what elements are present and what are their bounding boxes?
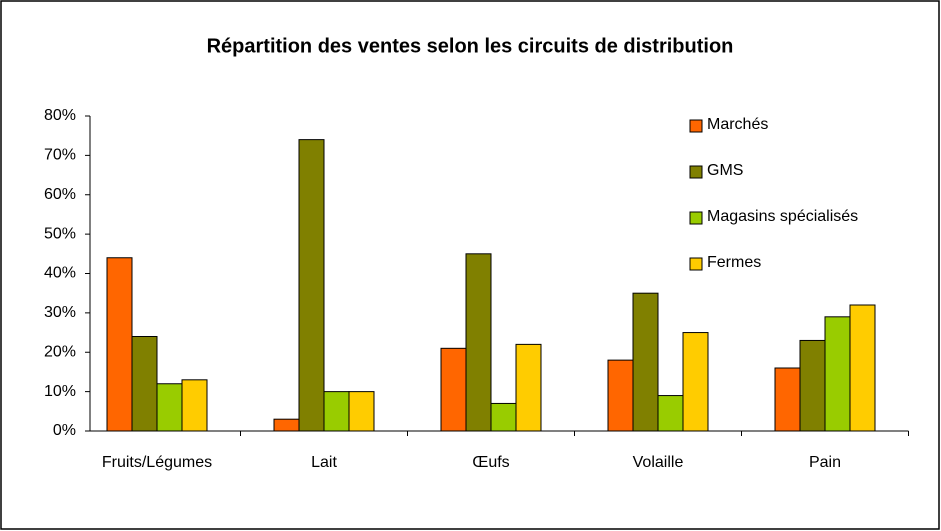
legend-swatch (689, 119, 703, 133)
bar (657, 395, 684, 432)
x-tick-label: Volaille (633, 454, 684, 471)
legend-swatch (689, 257, 703, 271)
bar (632, 292, 659, 432)
chart-title: Répartition des ventes selon les circuit… (207, 35, 734, 57)
bar (849, 304, 876, 432)
bar (348, 391, 375, 432)
x-tick-label: Pain (809, 454, 841, 471)
bar (607, 359, 634, 432)
bar (490, 402, 517, 432)
bar (298, 139, 325, 432)
bar (799, 339, 826, 432)
x-tick-label: Fruits/Légumes (102, 454, 212, 471)
y-tick-label: 30% (44, 304, 76, 321)
bar (440, 347, 467, 432)
x-tick-label: Œufs (472, 454, 509, 471)
y-tick-label: 50% (44, 225, 76, 242)
x-tick-label: Lait (311, 454, 337, 471)
y-tick-label: 40% (44, 265, 76, 282)
bar (774, 367, 801, 432)
y-tick-label: 60% (44, 186, 76, 203)
bar (515, 343, 542, 432)
bar (682, 332, 709, 432)
legend-swatch (689, 165, 703, 179)
legend-label: Marchés (707, 116, 768, 133)
bar (156, 383, 183, 432)
legend-swatch (689, 211, 703, 225)
bar (323, 391, 350, 432)
bar (131, 336, 158, 432)
y-tick-label: 70% (44, 147, 76, 164)
bar (824, 316, 851, 432)
bar (181, 379, 208, 432)
bar (465, 253, 492, 432)
y-tick-label: 80% (44, 107, 76, 124)
legend-label: Magasins spécialisés (707, 208, 858, 225)
legend-label: GMS (707, 162, 743, 179)
y-tick-label: 0% (53, 422, 76, 439)
y-tick-label: 10% (44, 383, 76, 400)
bar (273, 418, 300, 432)
legend-label: Fermes (707, 254, 761, 271)
bar (106, 257, 133, 432)
y-tick-label: 20% (44, 343, 76, 360)
